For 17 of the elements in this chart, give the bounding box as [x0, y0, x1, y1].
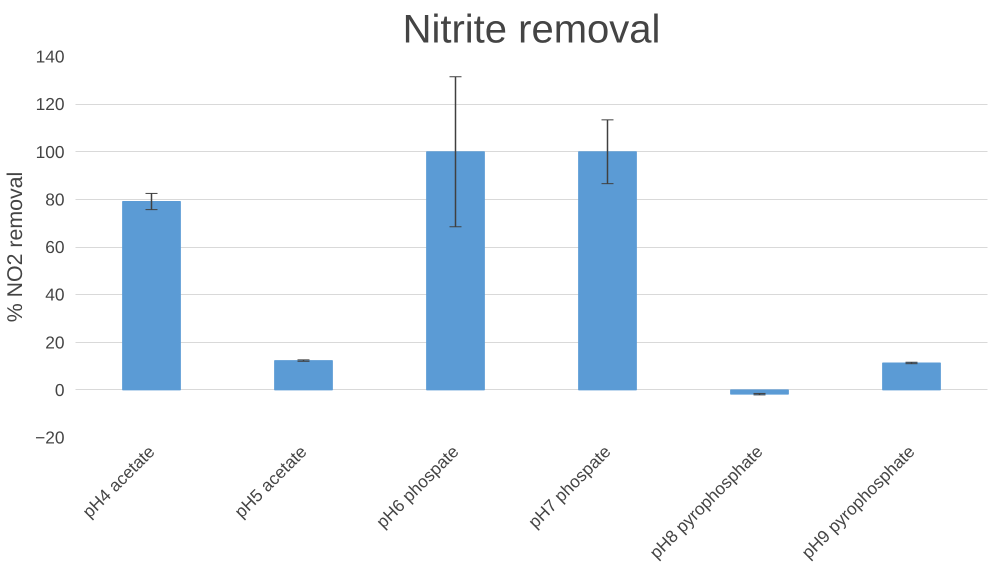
y-tick-label: 40 [45, 284, 65, 305]
bar [730, 389, 789, 395]
bar [882, 362, 941, 390]
chart-title: Nitrite removal [402, 8, 660, 52]
y-tick-label: 0 [54, 380, 65, 400]
y-tick-label: 120 [36, 94, 65, 114]
y-tick-label: 20 [45, 332, 65, 352]
bar [274, 360, 333, 390]
bar [122, 201, 181, 390]
y-tick-label: 60 [45, 237, 65, 257]
y-tick-label: 100 [36, 142, 65, 162]
bar [426, 151, 485, 390]
y-tick-label: 140 [36, 46, 65, 66]
bar [578, 151, 637, 390]
y-tick-label: 80 [45, 189, 65, 210]
y-axis-title: % NO2 removal [3, 172, 28, 322]
y-tick-label: −20 [35, 428, 65, 448]
